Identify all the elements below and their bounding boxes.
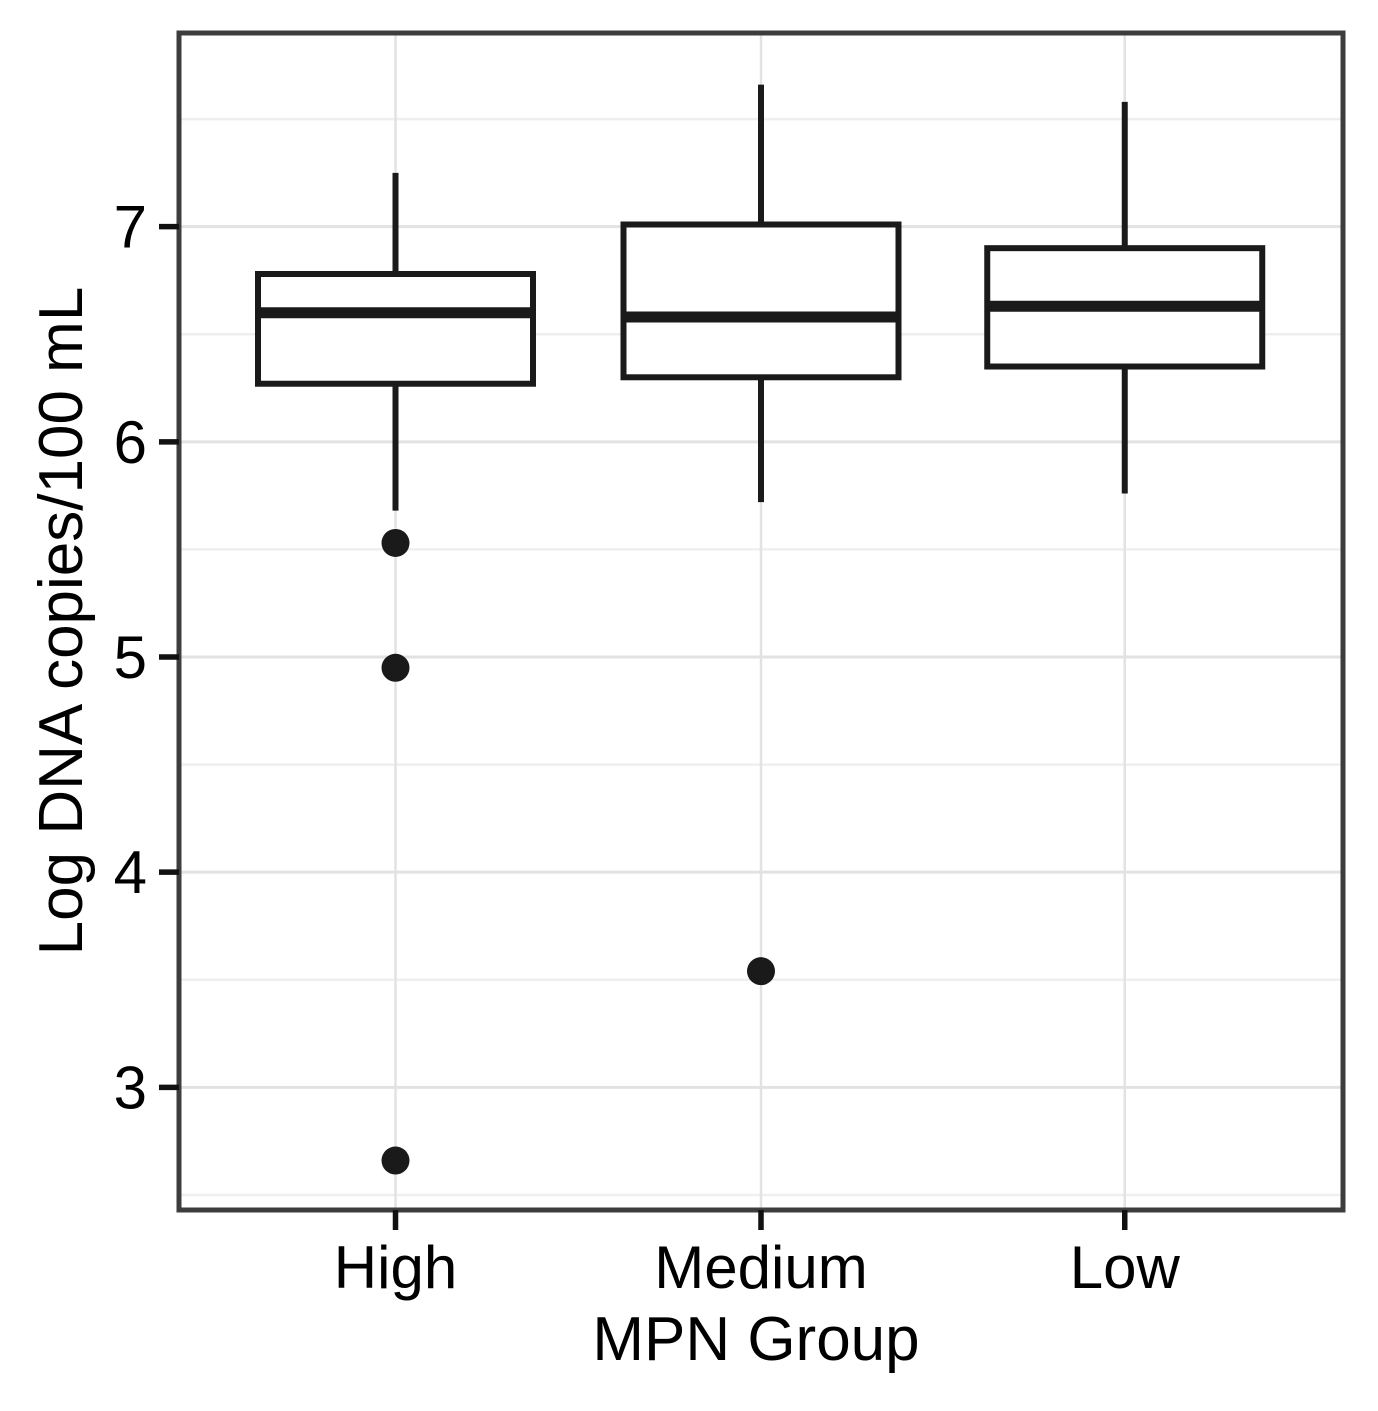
outlier-point-high [381,528,410,557]
x-tick-label-low: Low [1070,1234,1181,1301]
outlier-point-high [381,1146,410,1175]
y-axis-title: Log DNA copies/100 mL [27,287,96,956]
x-tick-label-medium: Medium [654,1234,867,1301]
box-high [255,270,537,387]
outlier-point-medium [747,957,775,986]
chart-layer: 7 6 5 4 3 High Medium Low [114,30,1346,1301]
y-tick-label: 5 [114,624,147,691]
x-axis-title: MPN Group [592,1305,919,1374]
x-tick-label-high: High [334,1234,457,1301]
y-tick-label: 7 [114,194,147,261]
outlier-point-high [381,653,410,682]
y-tick-label: 6 [114,409,147,476]
box-medium [620,221,902,381]
y-tick-label: 4 [114,839,147,906]
y-tick-label: 3 [114,1054,147,1121]
